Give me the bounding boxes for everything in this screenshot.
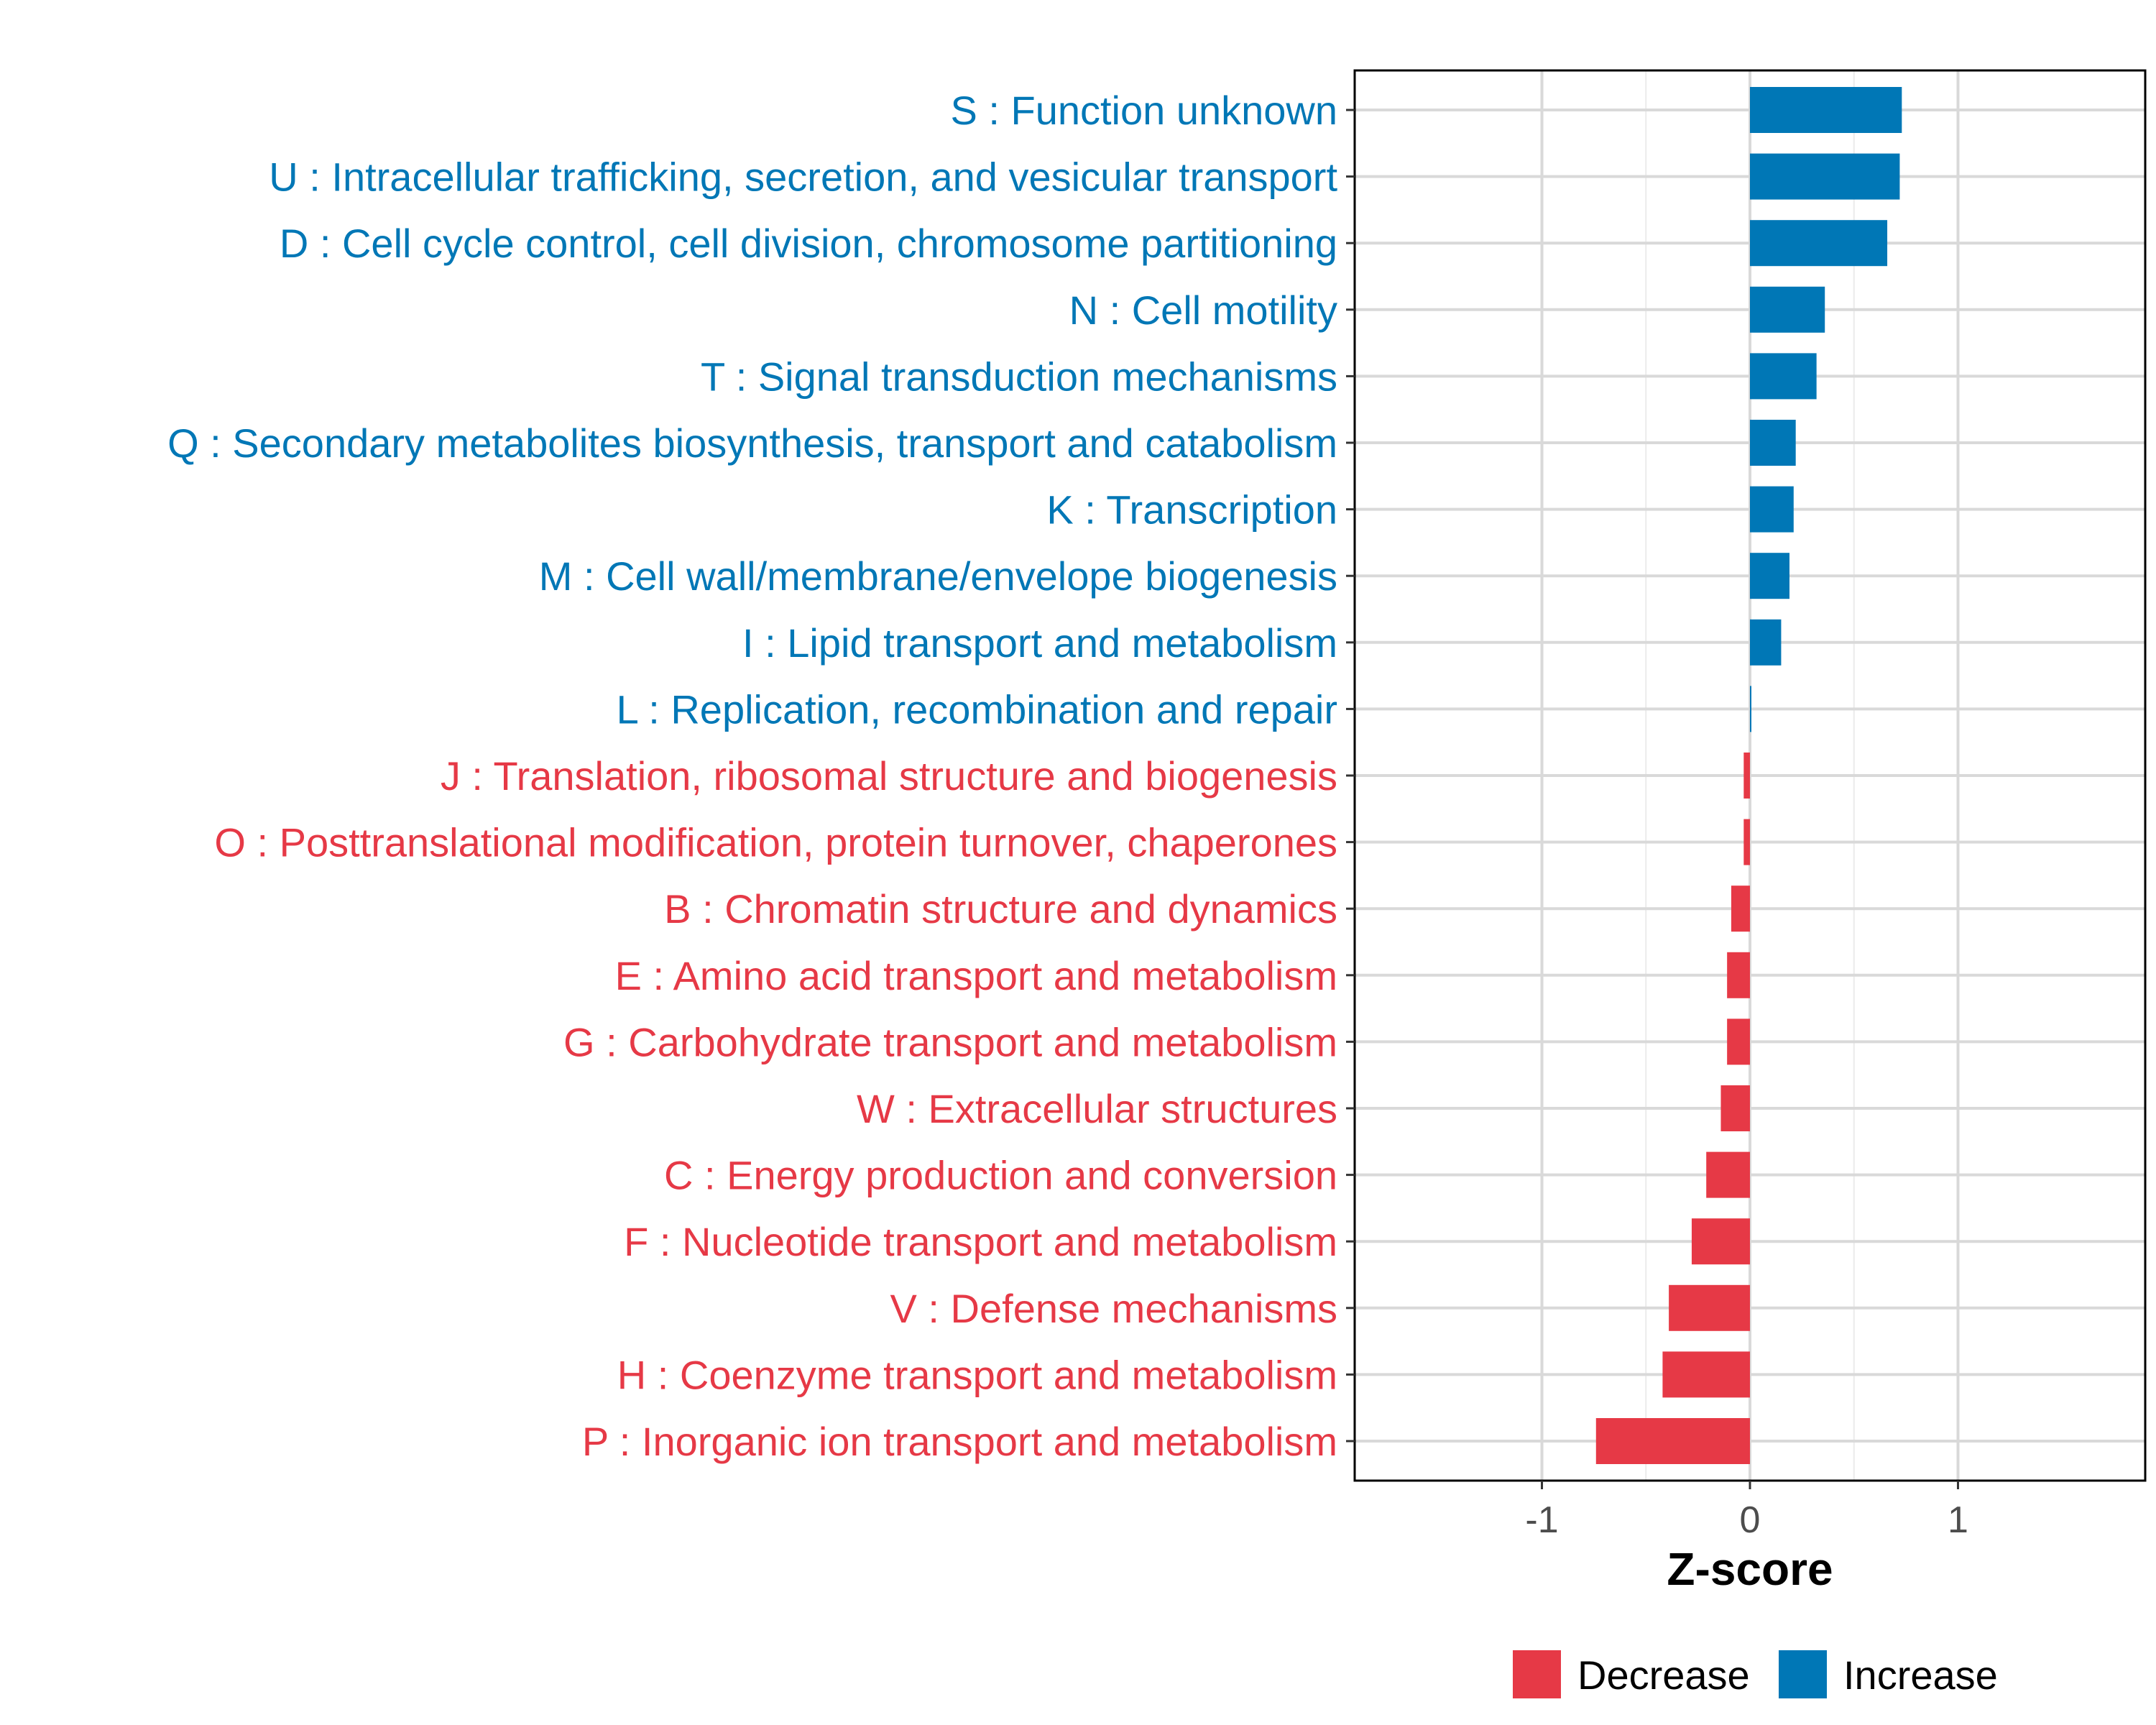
- category-label: Q : Secondary metabolites biosynthesis, …: [167, 420, 1337, 466]
- bar: [1743, 819, 1750, 865]
- category-label: D : Cell cycle control, cell division, c…: [280, 221, 1337, 266]
- category-label: U : Intracellular trafficking, secretion…: [269, 155, 1337, 200]
- category-label: J : Translation, ribosomal structure and…: [441, 753, 1337, 799]
- bars: [1595, 87, 1902, 1464]
- category-label: K : Transcription: [1046, 487, 1337, 533]
- bar: [1750, 420, 1796, 466]
- category-label: N : Cell motility: [1069, 288, 1337, 333]
- bar: [1669, 1284, 1750, 1331]
- category-label: M : Cell wall/membrane/envelope biogenes…: [539, 553, 1337, 599]
- category-label: P : Inorganic ion transport and metaboli…: [582, 1419, 1337, 1464]
- y-axis-ticks: [1346, 109, 1355, 1443]
- category-label: F : Nucleotide transport and metabolism: [624, 1219, 1337, 1264]
- bar: [1662, 1351, 1750, 1398]
- bar: [1727, 952, 1750, 998]
- bar: [1691, 1218, 1750, 1265]
- category-label: B : Chromatin structure and dynamics: [664, 886, 1337, 932]
- category-label: S : Function unknown: [950, 88, 1337, 133]
- legend: Decrease Increase: [1513, 1650, 1998, 1698]
- legend-label: Increase: [1843, 1652, 1998, 1698]
- category-label: C : Energy production and conversion: [664, 1153, 1337, 1198]
- category-label: V : Defense mechanisms: [890, 1286, 1337, 1331]
- category-labels: S : Function unknown U : Intracellular tr…: [167, 88, 1337, 1464]
- category-label: T : Signal transduction mechanisms: [701, 354, 1337, 399]
- bar: [1595, 1418, 1750, 1464]
- category-label: G : Carbohydrate transport and metabolis…: [563, 1019, 1337, 1064]
- bar: [1750, 87, 1902, 133]
- bar: [1750, 486, 1794, 533]
- legend-key-decrease: [1513, 1650, 1561, 1698]
- bar: [1727, 1018, 1750, 1065]
- bar: [1750, 153, 1900, 200]
- bar: [1750, 619, 1782, 666]
- bar: [1743, 753, 1750, 799]
- legend-key-increase: [1779, 1650, 1827, 1698]
- x-axis-ticks: -1 0 1: [1525, 1481, 1968, 1541]
- bar: [1720, 1085, 1750, 1131]
- bar: [1750, 553, 1789, 599]
- category-label: L : Replication, recombination and repai…: [617, 686, 1337, 732]
- category-label: I : Lipid transport and metabolism: [742, 620, 1337, 666]
- category-label: O : Posttranslational modification, prot…: [214, 820, 1337, 865]
- bar: [1750, 286, 1825, 333]
- category-label: E : Amino acid transport and metabolism: [615, 953, 1337, 998]
- bar: [1750, 353, 1817, 400]
- x-tick-label: 0: [1740, 1499, 1761, 1541]
- category-label: H : Coenzyme transport and metabolism: [617, 1352, 1337, 1397]
- bar: [1706, 1151, 1750, 1198]
- bar: [1750, 220, 1888, 267]
- bar: [1731, 886, 1750, 932]
- x-tick-label: -1: [1525, 1499, 1558, 1541]
- category-label: W : Extracellular structures: [857, 1086, 1337, 1131]
- legend-label: Decrease: [1577, 1652, 1750, 1698]
- x-axis-title: Z-score: [1667, 1543, 1833, 1595]
- bar: [1750, 686, 1751, 732]
- x-tick-label: 1: [1948, 1499, 1968, 1541]
